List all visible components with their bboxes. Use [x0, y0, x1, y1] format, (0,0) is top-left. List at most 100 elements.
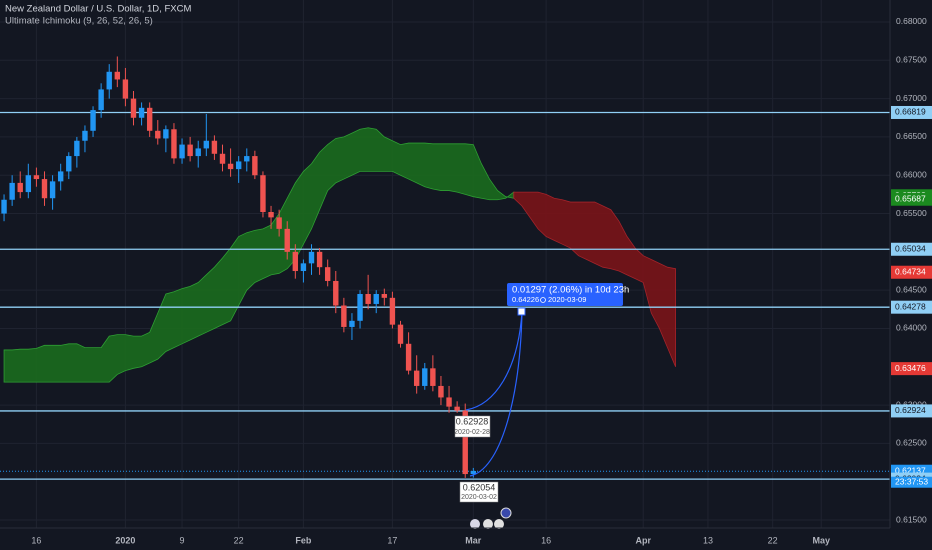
candle-body [349, 320, 355, 327]
candle-body [138, 107, 145, 118]
price-label-bg [891, 362, 932, 376]
y-tick-label: 0.62500 [896, 438, 927, 448]
candle-body [57, 171, 64, 182]
y-tick-label: 0.66000 [896, 169, 927, 179]
candle-body [268, 212, 274, 218]
measure-change: 0.01297 (2.06%) in 10d 23h [512, 285, 629, 296]
x-tick-label: 16 [541, 535, 551, 545]
candle-body [389, 297, 396, 325]
price-label-bg [891, 242, 932, 256]
y-tick-label: 0.61500 [896, 514, 927, 524]
candle-body [470, 470, 477, 475]
candle-body [49, 181, 56, 199]
x-tick-label: Mar [465, 535, 482, 545]
measure-price: 0.64226 [512, 295, 539, 304]
y-tick-label: 0.63000 [896, 399, 927, 409]
candle-body [33, 175, 40, 180]
candle-body [308, 251, 315, 264]
candle-body [430, 368, 436, 386]
candle-body [397, 324, 404, 344]
annotation-price: 0.62054 [463, 482, 496, 492]
candle-body [187, 144, 193, 157]
candle-body [41, 179, 48, 199]
x-tick-label: 13 [703, 535, 713, 545]
x-tick-label: May [812, 535, 830, 545]
candle-body [1, 199, 7, 214]
y-tick-label: 0.64000 [896, 323, 927, 333]
price-label: 0.65034 [895, 244, 926, 254]
candle-body [446, 397, 452, 407]
annotation-date: 2020-03-02 [461, 494, 497, 501]
x-tick-label: 22 [234, 535, 244, 545]
candle-body [333, 280, 339, 306]
candle-body [17, 182, 23, 193]
candle-body [381, 293, 388, 298]
event-icon [494, 519, 504, 529]
price-label: 0.63476 [895, 363, 926, 373]
candle-body [438, 385, 444, 398]
candle-body [211, 140, 218, 154]
y-tick-label: 0.64500 [896, 284, 927, 294]
candle-body [235, 161, 242, 170]
candle-body [66, 156, 72, 172]
price-label-bg [891, 300, 932, 314]
candle-body [171, 129, 177, 159]
candle-body [316, 251, 323, 268]
price-label: 0.64278 [895, 301, 926, 311]
y-tick-label: 0.65500 [896, 208, 927, 218]
candle-body [122, 79, 129, 99]
clock-icon [540, 297, 546, 303]
price-label: 0.62924 [895, 405, 926, 415]
candle-body [195, 148, 201, 157]
overlays: 0.01297 (2.06%) in 10d 23h 0.64226 2020-… [454, 283, 629, 529]
price-label: 0.64734 [895, 266, 926, 276]
candle-body [462, 410, 468, 475]
candle-body [413, 370, 420, 386]
candle-body [114, 71, 121, 80]
price-label-bg [891, 192, 932, 206]
measure-box [507, 283, 623, 306]
candle-body [90, 110, 96, 131]
candle-body [300, 263, 307, 272]
candle-body [244, 156, 250, 162]
event-icon [500, 507, 512, 519]
candles [1, 56, 477, 478]
x-tick-label: 22 [768, 535, 778, 545]
candle-body [130, 98, 137, 118]
handle [517, 307, 526, 316]
candle-body [422, 368, 428, 386]
price-label-bg [891, 265, 932, 279]
candle-body [292, 251, 299, 272]
indicator-label: Ultimate Ichimoku (9, 26, 52, 26, 5) [5, 16, 153, 27]
x-tick-label: Feb [295, 535, 312, 545]
candle-body [9, 182, 15, 200]
candle-body [155, 130, 161, 139]
price-label: 0.66819 [895, 107, 926, 117]
candle-body [284, 228, 290, 252]
annotation-date: 2020-02-28 [454, 429, 490, 436]
candle-body [365, 293, 371, 304]
candle-body [203, 140, 210, 149]
candle-body [357, 293, 363, 321]
annotation-price: 0.62928 [456, 416, 489, 426]
measure-date: 2020-03-09 [548, 295, 586, 304]
candle-body [179, 144, 185, 159]
countdown-bg [891, 476, 932, 488]
candle-body [106, 71, 112, 90]
candle-body [405, 343, 412, 371]
candle-body [163, 129, 169, 139]
event-icon [470, 519, 480, 529]
event-icon [483, 519, 493, 529]
candle-body [373, 293, 379, 304]
annotation-box [459, 481, 499, 503]
countdown: 23:37:53 [895, 476, 928, 486]
candle-body [341, 305, 347, 327]
chart-title: New Zealand Dollar / U.S. Dollar, 1D, FX… [5, 4, 191, 15]
price-label-bg [891, 105, 932, 119]
price-label: 0.62137 [895, 465, 926, 475]
candle-body [227, 163, 234, 170]
price-label-bg [891, 404, 932, 418]
candle-body [82, 130, 88, 141]
cloud-area [513, 191, 676, 367]
